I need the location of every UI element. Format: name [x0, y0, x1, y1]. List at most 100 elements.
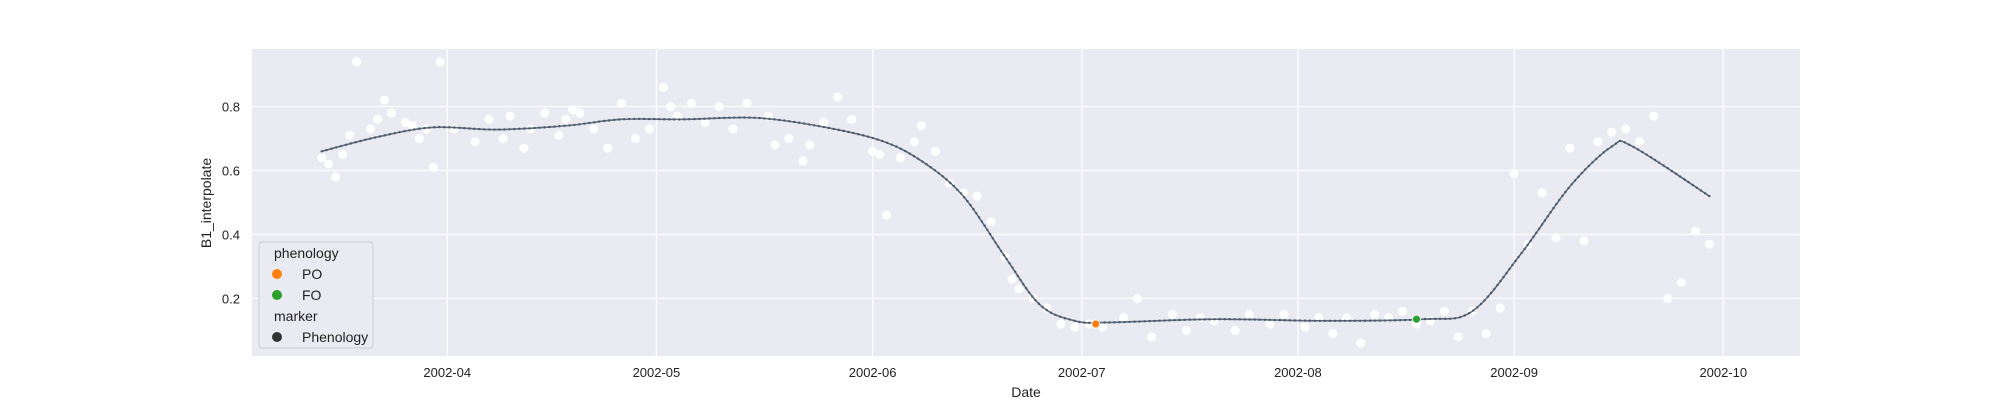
raw-point	[470, 137, 480, 147]
curve-marker	[622, 118, 626, 121]
raw-point	[644, 124, 654, 134]
curve-marker	[488, 128, 491, 131]
raw-point	[909, 137, 919, 147]
raw-point	[568, 105, 578, 115]
curve-marker	[949, 181, 952, 185]
curve-marker	[1073, 319, 1076, 322]
curve-marker	[1649, 156, 1653, 159]
curve-marker	[383, 134, 387, 137]
raw-point	[379, 95, 389, 105]
raw-point	[819, 118, 829, 128]
curve-marker	[899, 147, 903, 150]
curve-marker	[513, 127, 516, 131]
curve-marker	[593, 121, 596, 124]
x-tick-label: 2002-06	[849, 365, 897, 380]
curve-marker	[1041, 305, 1044, 309]
curve-marker	[1529, 239, 1532, 243]
curve-marker	[1218, 318, 1221, 321]
curve-marker	[1479, 302, 1483, 306]
x-tick-label: 2002-09	[1490, 365, 1538, 380]
curve-marker	[956, 188, 959, 191]
raw-point	[895, 153, 905, 163]
curve-marker	[1118, 321, 1121, 324]
curve-marker	[1358, 319, 1362, 322]
raw-point	[833, 92, 843, 102]
curve-marker	[972, 207, 975, 211]
raw-point	[805, 140, 815, 150]
curve-marker	[1388, 319, 1392, 322]
curve-marker	[1670, 169, 1674, 173]
raw-point	[1133, 293, 1143, 303]
curve-marker	[632, 117, 636, 121]
plot-background	[252, 49, 1800, 356]
curve-marker	[1283, 319, 1287, 322]
curve-marker	[1013, 270, 1017, 273]
legend-fo-label: FO	[302, 287, 322, 303]
curve-marker	[1323, 319, 1327, 323]
curve-marker	[325, 148, 328, 152]
raw-point	[1425, 316, 1435, 326]
legend-fo-swatch	[272, 290, 282, 300]
raw-point	[1167, 309, 1177, 319]
curve-marker	[1514, 259, 1517, 263]
raw-point	[1537, 188, 1547, 198]
raw-point	[658, 82, 668, 92]
curve-marker	[1158, 319, 1161, 322]
raw-point	[407, 121, 417, 131]
curve-marker	[364, 138, 367, 141]
curve-marker	[933, 168, 936, 172]
raw-point	[728, 124, 738, 134]
curve-marker	[852, 131, 855, 135]
raw-point	[345, 130, 355, 140]
curve-marker	[1538, 227, 1541, 230]
curve-marker	[1103, 321, 1106, 324]
curve-marker	[1288, 319, 1292, 322]
raw-point	[882, 210, 892, 220]
raw-point	[1328, 329, 1338, 339]
x-tick-label: 2002-07	[1058, 365, 1106, 380]
curve-marker	[1178, 318, 1181, 322]
curve-marker	[945, 178, 948, 181]
raw-point	[1070, 322, 1080, 332]
curve-marker	[1695, 186, 1699, 189]
curve-layer	[320, 116, 1711, 325]
curve-marker	[1463, 314, 1466, 317]
curve-marker	[1703, 192, 1707, 195]
curve-marker	[523, 127, 526, 130]
curve-marker	[627, 117, 631, 121]
curve-marker	[1298, 319, 1302, 322]
raw-point	[875, 150, 885, 160]
curve-marker	[354, 141, 357, 144]
raw-point	[617, 98, 627, 108]
raw-point	[1230, 325, 1240, 335]
curve-marker	[997, 245, 1000, 248]
curve-marker	[723, 116, 726, 120]
curve-marker	[1248, 318, 1251, 321]
curve-marker	[1558, 198, 1561, 202]
curve-marker	[330, 147, 333, 150]
curve-marker	[861, 134, 865, 137]
phenology-layer	[1091, 314, 1421, 329]
curve-marker	[778, 118, 781, 122]
curve-marker	[1008, 262, 1011, 265]
curve-marker	[483, 128, 486, 131]
raw-point	[930, 146, 940, 156]
raw-point	[1398, 306, 1408, 316]
curve-marker	[1658, 161, 1661, 164]
curve-marker	[498, 128, 501, 131]
curve-marker	[937, 171, 940, 175]
curve-marker	[733, 116, 736, 119]
curve-marker	[1517, 255, 1520, 259]
curve-marker	[916, 157, 920, 161]
curve-marker	[468, 127, 471, 130]
curve-marker	[758, 116, 761, 120]
raw-point	[1370, 309, 1380, 319]
curve-marker	[1423, 317, 1427, 321]
raw-point	[798, 156, 808, 166]
curve-marker	[908, 152, 911, 155]
curve-marker	[1678, 175, 1682, 178]
raw-point	[1565, 143, 1575, 153]
curve-marker	[1303, 319, 1307, 322]
